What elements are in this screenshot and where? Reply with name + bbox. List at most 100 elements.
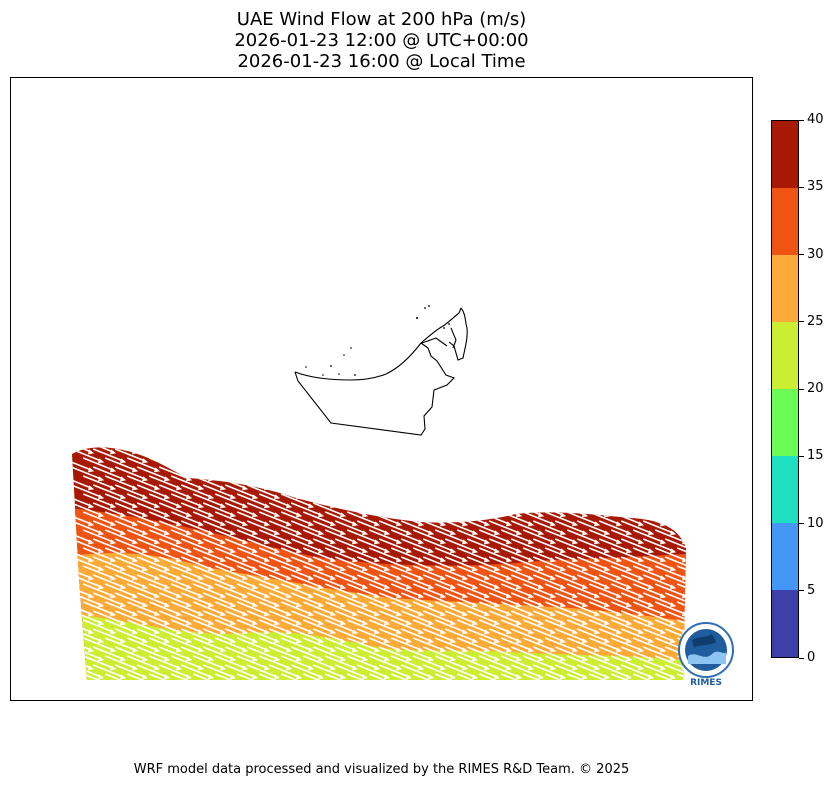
wind-arrow [170, 583, 202, 597]
wind-arrow-head [406, 530, 413, 536]
wind-arrow-head [352, 683, 358, 688]
wind-arrow-head [88, 611, 95, 617]
wind-arrow-head [450, 494, 457, 500]
wind-arrow [620, 484, 652, 498]
wind-arrow [610, 583, 642, 597]
wind-arrow-head [648, 602, 655, 608]
wind-arrow-head [374, 665, 381, 671]
wind-arrow [104, 583, 136, 597]
wind-arrow-head [726, 485, 732, 490]
wind-arrow-head [98, 674, 105, 680]
wind-arrow [588, 673, 620, 680]
wind-arrow-head [726, 575, 732, 580]
wind-arrow-head [220, 647, 227, 653]
wind-arrow [158, 628, 190, 642]
colorbar-level-3 [772, 389, 798, 456]
wind-arrow [434, 619, 466, 633]
wind-arrow-head [726, 449, 732, 454]
wind-arrow-head [230, 476, 237, 482]
colorbar-tick-label: 15 [807, 448, 824, 464]
wind-arrow [444, 646, 476, 660]
wind-arrow [522, 565, 554, 579]
wind-arrow-head [660, 665, 667, 671]
wind-arrow [466, 448, 498, 462]
wind-arrow [510, 466, 542, 480]
wind-arrow [246, 574, 278, 588]
wind-arrow [126, 637, 158, 651]
wind-arrow-head [670, 674, 677, 680]
wind-arrow-head [132, 467, 139, 473]
wind-arrow [588, 565, 620, 579]
wind-arrow-head [638, 449, 645, 455]
wind-arrow-head [340, 584, 347, 590]
map-panel [10, 77, 753, 701]
wind-arrow-head [670, 566, 677, 572]
wind-arrow-head [594, 683, 600, 688]
wind-arrow [400, 592, 432, 606]
wind-arrow-head [120, 692, 126, 697]
wind-arrow [390, 565, 422, 579]
wind-arrow-head [120, 566, 127, 572]
wind-arrow-head [154, 593, 161, 599]
wind-arrow-head [352, 557, 359, 563]
wind-arrow [136, 484, 168, 498]
wind-arrow [400, 646, 432, 660]
wind-arrow [258, 583, 290, 597]
wind-arrow-head [648, 638, 655, 644]
wind-arrow [202, 448, 234, 462]
wind-arrow [390, 447, 422, 453]
wind-arrow [246, 556, 278, 570]
wind-arrow [126, 447, 158, 453]
wind-arrow-head [440, 503, 447, 509]
wind-arrow [214, 601, 246, 615]
wind-arrow [246, 484, 278, 498]
wind-arrow-head [538, 674, 545, 680]
wind-arrow [554, 574, 586, 588]
wind-arrow-head [528, 629, 535, 635]
wind-arrow-head [494, 692, 500, 697]
wind-arrow [324, 637, 356, 651]
wind-arrow [532, 466, 564, 480]
wind-arrow [312, 466, 344, 480]
wind-arrow-head [98, 620, 105, 626]
wind-arrow [268, 592, 300, 606]
wind-arrow [422, 646, 454, 660]
wind-arrow-head [670, 458, 677, 464]
wind-arrow [699, 584, 729, 596]
wind-arrow-head [252, 656, 259, 662]
colorbar-level-7 [772, 121, 798, 188]
wind-arrow [280, 565, 312, 579]
wind-arrow [280, 457, 312, 471]
wind-arrow [302, 565, 334, 579]
wind-arrow-head [252, 512, 259, 518]
wind-arrow-head [484, 593, 491, 599]
wind-arrow-head [154, 611, 161, 617]
wind-arrow [192, 637, 224, 651]
wind-arrow-head [274, 494, 281, 500]
wind-arrow-head [242, 539, 249, 545]
wind-arrow [566, 673, 598, 680]
wind-arrow [554, 538, 586, 552]
wind-arrow [158, 610, 190, 624]
wind-arrow-head [472, 620, 479, 626]
wind-arrow [544, 565, 576, 579]
wind-arrow-head [154, 647, 161, 653]
wind-arrow [214, 447, 246, 453]
wind-arrow [632, 601, 664, 615]
wind-arrow-head [340, 692, 346, 697]
wind-arrow [676, 547, 686, 561]
wind-arrow [368, 547, 400, 561]
wind-arrow-head [506, 647, 513, 653]
wind-arrow [368, 619, 400, 633]
wind-arrow [148, 511, 180, 525]
wind-arrow [510, 484, 542, 498]
wind-arrow [699, 548, 729, 560]
wind-arrow [247, 683, 277, 695]
wind-arrow-head [594, 611, 601, 617]
wind-arrow-head [418, 539, 425, 545]
wind-arrow [114, 448, 146, 462]
wind-arrow [412, 601, 444, 615]
wind-arrow-head [506, 521, 513, 527]
wind-arrow [368, 493, 400, 507]
wind-arrow [510, 592, 542, 606]
